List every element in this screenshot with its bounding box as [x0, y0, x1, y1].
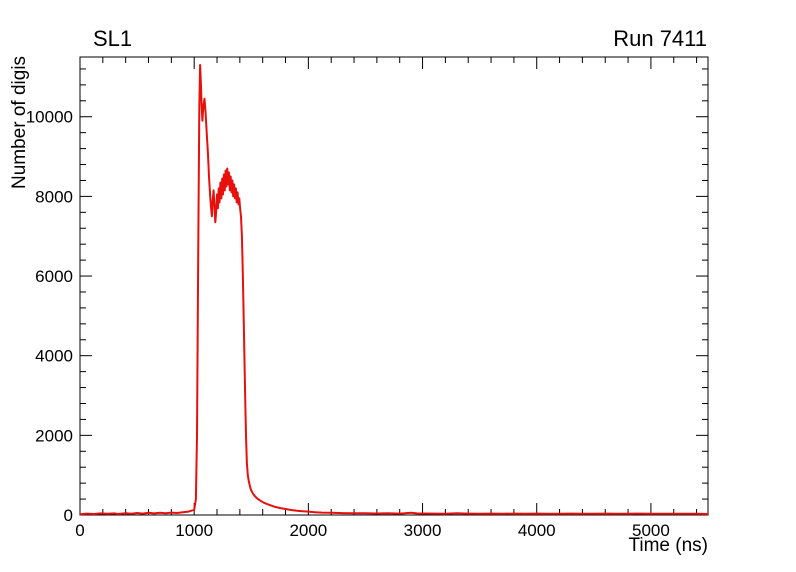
svg-text:5000: 5000: [632, 521, 670, 540]
svg-text:4000: 4000: [35, 347, 73, 366]
pad-title-right: Run 7411: [613, 26, 707, 51]
svg-text:8000: 8000: [35, 187, 73, 206]
y-axis-title: Number of digis: [9, 55, 30, 189]
svg-text:10000: 10000: [26, 108, 73, 127]
axis-ticks: [79, 57, 708, 516]
tick-labels: 0 1000 2000 3000 4000 5000 0 2000 4000 6000 8000 10…: [26, 108, 670, 540]
svg-text:3000: 3000: [404, 521, 442, 540]
svg-text:0: 0: [75, 521, 84, 540]
svg-text:2000: 2000: [35, 426, 73, 445]
histogram-line: [79, 64, 709, 516]
svg-text:4000: 4000: [518, 521, 556, 540]
svg-text:2000: 2000: [289, 521, 327, 540]
svg-text:6000: 6000: [35, 267, 73, 286]
svg-text:1000: 1000: [175, 521, 213, 540]
svg-text:0: 0: [64, 506, 73, 525]
plot-frame: [79, 56, 709, 516]
pad-title-left: SL1: [93, 26, 133, 51]
x-axis-title: Time (ns): [628, 535, 708, 556]
